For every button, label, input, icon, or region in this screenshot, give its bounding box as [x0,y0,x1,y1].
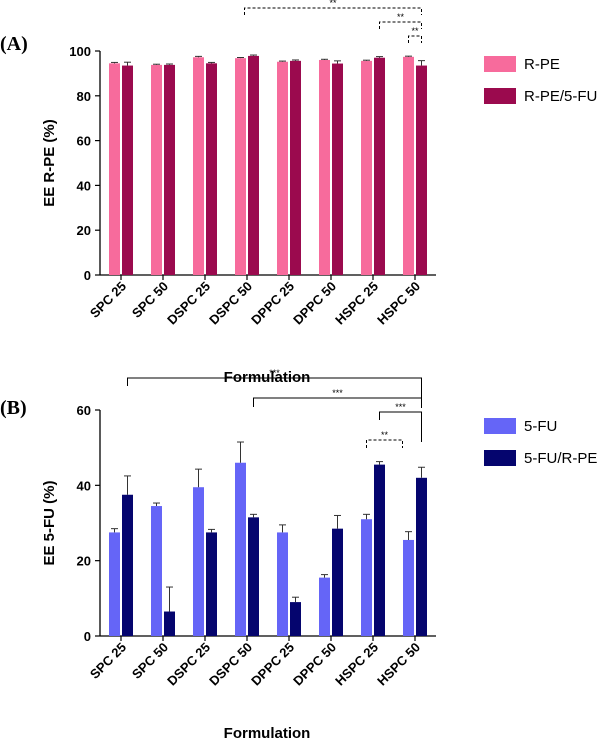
b-xtick-label: SPC 25 [87,640,129,682]
a-ytick-label: 20 [77,223,91,238]
b-bar-2 [164,611,175,636]
legend-a-swatch-1 [484,56,516,72]
legend-b-label-2: 5-FU/R-PE [524,450,597,467]
legend-b-swatch-2 [484,450,516,466]
a-xtick-label: DPPC 25 [248,279,297,328]
a-sig-label: ** [411,26,419,36]
b-bar-1 [277,532,288,636]
a-ytick-label: 0 [84,268,91,283]
b-bar-2 [206,532,217,636]
b-bar-1 [403,539,414,636]
a-bar-2 [374,57,385,275]
a-bar-1 [109,63,120,275]
b-xtick-label: DSPC 50 [206,640,255,689]
a-xtick-label: DSPC 25 [164,279,213,328]
a-bar-2 [122,65,133,275]
b-bar-1 [109,532,120,636]
b-xtick-label: HSPC 50 [374,640,423,689]
b-xtick-label: HSPC 25 [332,640,381,689]
b-ytick-label: 60 [77,403,91,418]
a-bar-2 [290,60,301,275]
b-bar-1 [319,577,330,636]
b-ytick-label: 40 [77,478,91,493]
chart-b-xlabel: Formulation [224,725,311,742]
a-bar-1 [361,60,372,275]
b-ytick-label: 20 [77,554,91,569]
a-ytick-label: 80 [77,89,91,104]
a-sig-label: ** [329,0,337,8]
b-sig-bracket [366,439,403,448]
b-bar-1 [193,487,204,636]
a-xtick-label: DPPC 50 [290,279,339,328]
b-xtick-label: DPPC 25 [248,640,297,689]
b-bar-2 [374,464,385,636]
a-sig-bracket [244,7,422,15]
b-bar-2 [332,528,343,636]
a-ytick-label: 100 [69,44,91,59]
a-bar-1 [193,57,204,275]
a-sig-bracket [408,35,422,43]
b-xtick-label: DPPC 50 [290,640,339,689]
b-bar-2 [248,517,259,636]
a-ytick-label: 60 [77,134,91,149]
b-sig-bracket [253,397,422,407]
b-bar-1 [361,519,372,636]
a-bar-1 [277,61,288,275]
legend-b-label-1: 5-FU [524,418,557,435]
legend-b-swatch-1 [484,418,516,434]
b-bar-2 [416,477,427,636]
b-ytick-label: 0 [84,629,91,644]
a-bar-1 [151,64,162,275]
b-bar-2 [122,494,133,636]
panel-a-label: (A) [0,33,28,55]
legend-a-label-2: R-PE/5-FU [524,88,597,105]
b-bar-1 [235,462,246,636]
a-xtick-label: SPC 25 [87,279,129,321]
b-bar-2 [290,602,301,636]
a-bar-1 [403,56,414,275]
a-bar-2 [416,65,427,275]
b-bar-1 [151,506,162,636]
a-ytick-label: 40 [77,178,91,193]
b-sig-label: *** [332,388,343,398]
legend-a-swatch-2 [484,88,516,104]
a-bar-2 [164,64,175,275]
legend-a-label-1: R-PE [524,56,560,73]
chart-a-ylabel: EE R-PE (%) [41,119,58,207]
b-xtick-label: SPC 50 [129,640,171,682]
a-xtick-label: SPC 50 [129,279,171,321]
a-xtick-label: DSPC 50 [206,279,255,328]
panel-b-label: (B) [0,397,27,419]
a-bar-2 [248,55,259,275]
a-sig-label: ** [397,12,405,22]
a-bar-2 [206,63,217,275]
b-sig-label: *** [269,368,280,378]
a-sig-bracket [379,21,422,29]
b-sig-label: *** [395,402,406,412]
chart-b-ylabel: EE 5-FU (%) [41,480,58,565]
b-sig-bracket [127,377,422,408]
b-sig-bracket [379,411,422,442]
b-sig-label: ** [381,430,389,440]
a-xtick-label: HSPC 25 [332,279,381,328]
a-xtick-label: HSPC 50 [374,279,423,328]
a-bar-1 [319,59,330,276]
a-bar-2 [332,63,343,275]
a-bar-1 [235,58,246,275]
b-xtick-label: DSPC 25 [164,640,213,689]
